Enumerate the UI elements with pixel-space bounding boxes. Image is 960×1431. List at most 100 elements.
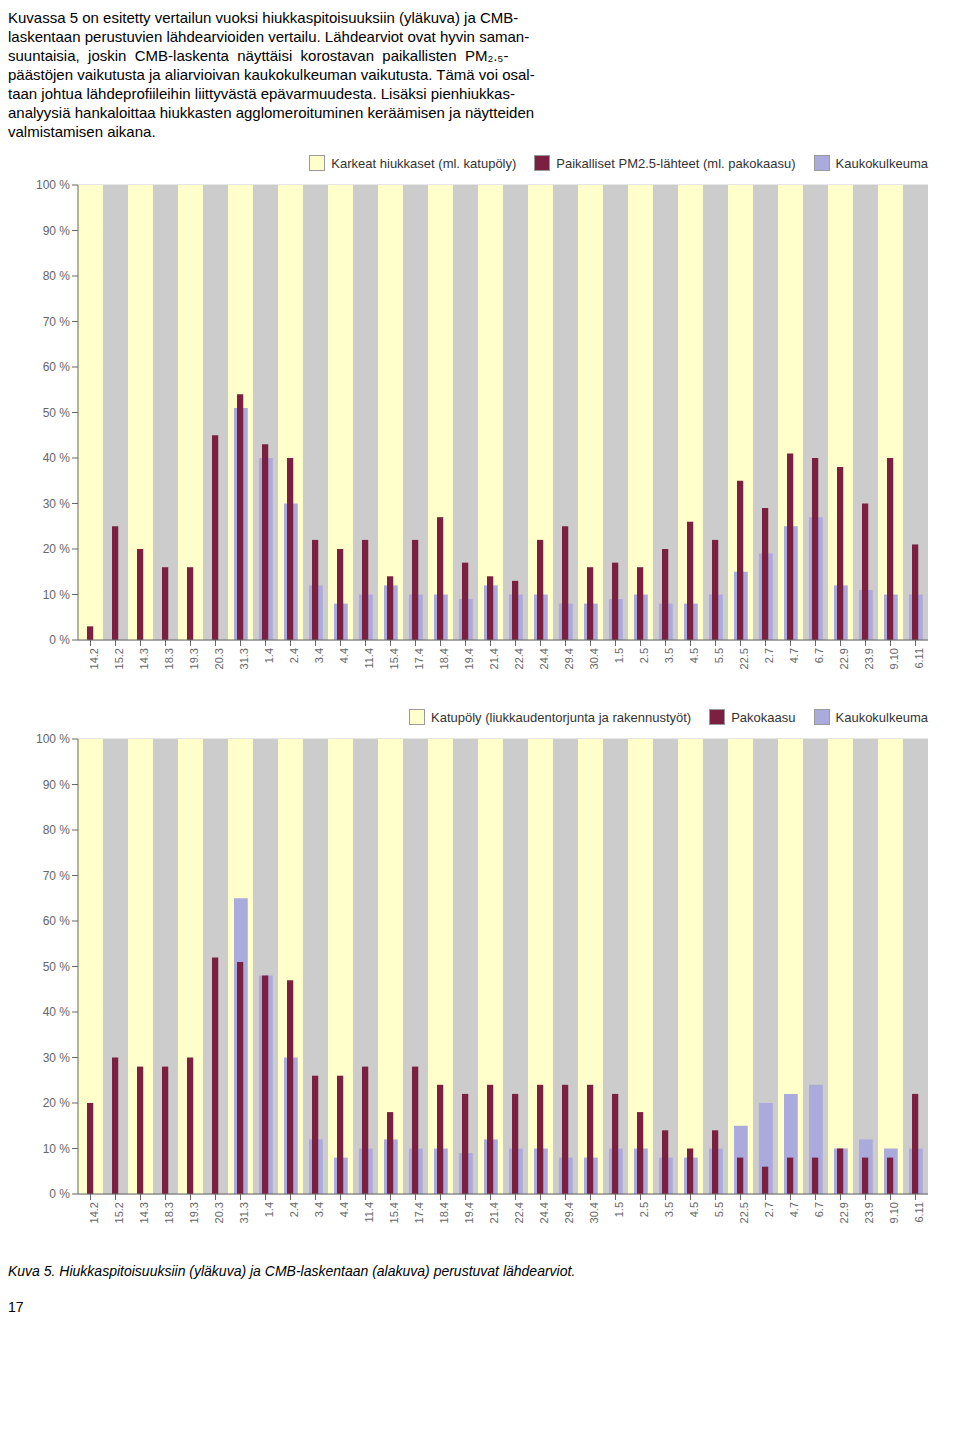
- svg-text:2.4: 2.4: [288, 1202, 300, 1217]
- svg-text:15.4: 15.4: [388, 648, 400, 669]
- svg-text:18.4: 18.4: [438, 1202, 450, 1223]
- html-text:valmistamisen aikana.: valmistamisen aikana.: [8, 123, 156, 140]
- svg-text:2.4: 2.4: [288, 648, 300, 663]
- svg-text:2.7: 2.7: [763, 648, 775, 663]
- svg-text:40 %: 40 %: [43, 1005, 71, 1019]
- svg-text:9.10: 9.10: [888, 648, 900, 669]
- svg-text:4.4: 4.4: [338, 648, 350, 663]
- svg-text:4.5: 4.5: [688, 648, 700, 663]
- svg-text:20.3: 20.3: [213, 1202, 225, 1223]
- svg-text:70 %: 70 %: [43, 315, 71, 329]
- svg-text:14.3: 14.3: [138, 1202, 150, 1223]
- svg-text:14.2: 14.2: [88, 648, 100, 669]
- svg-text:4.7: 4.7: [788, 648, 800, 663]
- html-text:suuntaisia, joskin CMB-laskent: suuntaisia, joskin CMB-laskenta näyttäis…: [8, 47, 509, 64]
- svg-text:0 %: 0 %: [49, 633, 70, 647]
- html-text:laskentaan perustuvien lähdear: laskentaan perustuvien lähdearvioiden ve…: [8, 28, 530, 45]
- svg-text:4.4: 4.4: [338, 1202, 350, 1217]
- svg-text:23.9: 23.9: [863, 648, 875, 669]
- svg-text:15.4: 15.4: [388, 1202, 400, 1223]
- svg-text:1.5: 1.5: [613, 648, 625, 663]
- svg-text:60 %: 60 %: [43, 360, 71, 374]
- svg-text:22.5: 22.5: [738, 1202, 750, 1223]
- svg-text:50 %: 50 %: [43, 960, 71, 974]
- svg-text:1.4: 1.4: [263, 1202, 275, 1217]
- svg-text:14.2: 14.2: [88, 1202, 100, 1223]
- svg-text:31.3: 31.3: [238, 648, 250, 669]
- svg-text:19.4: 19.4: [463, 648, 475, 669]
- svg-text:20 %: 20 %: [43, 1096, 71, 1110]
- svg-text:23.9: 23.9: [863, 1202, 875, 1223]
- svg-text:18.3: 18.3: [163, 648, 175, 669]
- svg-text:24.4: 24.4: [538, 1202, 550, 1223]
- svg-text:17.4: 17.4: [413, 1202, 425, 1223]
- svg-text:100 %: 100 %: [36, 178, 70, 192]
- svg-text:6.11: 6.11: [913, 648, 925, 669]
- svg-text:10 %: 10 %: [43, 1142, 71, 1156]
- html-text:Kuvassa 5 on esitetty vertailu: Kuvassa 5 on esitetty vertailun vuoksi h…: [8, 9, 519, 26]
- svg-text:40 %: 40 %: [43, 451, 71, 465]
- svg-text:5.5: 5.5: [713, 1202, 725, 1217]
- html-text:Karkeat hiukkaset (ml. katupöl: Karkeat hiukkaset (ml. katupöly): [331, 155, 517, 171]
- svg-text:5.5: 5.5: [713, 648, 725, 663]
- svg-text:2.7: 2.7: [763, 1202, 775, 1217]
- svg-text:4.7: 4.7: [788, 1202, 800, 1217]
- svg-text:6.11: 6.11: [913, 1202, 925, 1223]
- html-text:Paikalliset PM2.5-lähteet (ml.: Paikalliset PM2.5-lähteet (ml. pakokaasu…: [556, 155, 796, 171]
- svg-text:90 %: 90 %: [43, 778, 71, 792]
- svg-text:22.4: 22.4: [513, 648, 525, 669]
- svg-text:22.4: 22.4: [513, 1202, 525, 1223]
- svg-text:29.4: 29.4: [563, 1202, 575, 1223]
- svg-text:2.5: 2.5: [638, 648, 650, 663]
- svg-text:9.10: 9.10: [888, 1202, 900, 1223]
- svg-text:22.9: 22.9: [838, 648, 850, 669]
- svg-text:50 %: 50 %: [43, 406, 71, 420]
- svg-text:18.3: 18.3: [163, 1202, 175, 1223]
- svg-text:6.7: 6.7: [813, 648, 825, 663]
- svg-text:30 %: 30 %: [43, 497, 71, 511]
- html-text:analyysiä hankaloittaa hiukkas: analyysiä hankaloittaa hiukkasten agglom…: [8, 104, 535, 121]
- svg-text:30.4: 30.4: [588, 648, 600, 669]
- svg-text:19.3: 19.3: [188, 648, 200, 669]
- svg-text:19.3: 19.3: [188, 1202, 200, 1223]
- svg-text:3.4: 3.4: [313, 1202, 325, 1217]
- svg-text:90 %: 90 %: [43, 224, 71, 238]
- svg-text:14.3: 14.3: [138, 648, 150, 669]
- svg-text:20 %: 20 %: [43, 542, 71, 556]
- svg-text:19.4: 19.4: [463, 1202, 475, 1223]
- svg-text:2.5: 2.5: [638, 1202, 650, 1217]
- svg-text:11.4: 11.4: [363, 1202, 375, 1223]
- svg-text:21.4: 21.4: [488, 648, 500, 669]
- svg-text:22.9: 22.9: [838, 1202, 850, 1223]
- svg-text:21.4: 21.4: [488, 1202, 500, 1223]
- svg-text:17.4: 17.4: [413, 648, 425, 669]
- svg-text:100 %: 100 %: [36, 732, 70, 746]
- svg-text:15.2: 15.2: [113, 648, 125, 669]
- svg-text:20.3: 20.3: [213, 648, 225, 669]
- html-text:päästöjen vaikutusta ja aliarv: päästöjen vaikutusta ja aliarvioivan kau…: [8, 66, 535, 83]
- svg-text:80 %: 80 %: [43, 269, 71, 283]
- svg-text:60 %: 60 %: [43, 914, 71, 928]
- svg-text:30.4: 30.4: [588, 1202, 600, 1223]
- svg-text:80 %: 80 %: [43, 823, 71, 837]
- svg-text:30 %: 30 %: [43, 1051, 71, 1065]
- svg-text:22.5: 22.5: [738, 648, 750, 669]
- svg-text:24.4: 24.4: [538, 648, 550, 669]
- svg-text:3.4: 3.4: [313, 648, 325, 663]
- svg-text:15.2: 15.2: [113, 1202, 125, 1223]
- svg-text:3.5: 3.5: [663, 1202, 675, 1217]
- svg-text:0 %: 0 %: [49, 1187, 70, 1201]
- svg-text:29.4: 29.4: [563, 648, 575, 669]
- html-text:taan johtua lähdeprofiileihin: taan johtua lähdeprofiileihin liittyväst…: [8, 85, 515, 102]
- svg-text:11.4: 11.4: [363, 648, 375, 669]
- svg-text:70 %: 70 %: [43, 869, 71, 883]
- svg-text:4.5: 4.5: [688, 1202, 700, 1217]
- svg-text:6.7: 6.7: [813, 1202, 825, 1217]
- svg-text:3.5: 3.5: [663, 648, 675, 663]
- svg-text:10 %: 10 %: [43, 588, 71, 602]
- html-text:Kaukokulkeuma: Kaukokulkeuma: [835, 155, 928, 171]
- svg-text:18.4: 18.4: [438, 648, 450, 669]
- svg-text:1.5: 1.5: [613, 1202, 625, 1217]
- svg-text:31.3: 31.3: [238, 1202, 250, 1223]
- svg-text:1.4: 1.4: [263, 648, 275, 663]
